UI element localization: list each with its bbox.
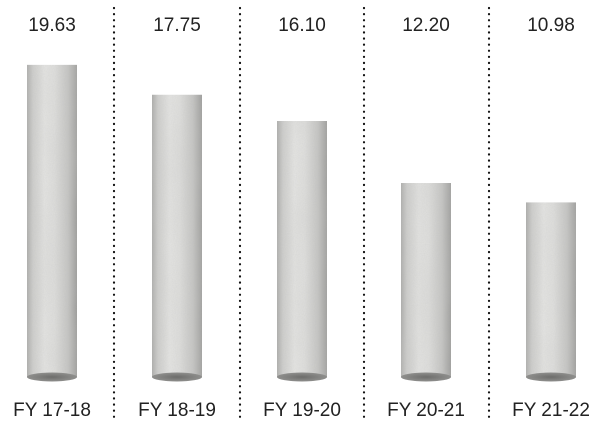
value-label: 16.10 <box>278 15 326 36</box>
category-label: FY 18-19 <box>138 400 216 421</box>
value-label: 17.75 <box>153 15 201 36</box>
category-label: FY 17-18 <box>13 400 91 421</box>
bar <box>401 183 451 382</box>
category-labels-group: FY 17-18 FY 18-19 FY 19-20 FY 20-21 FY 21-22 <box>13 400 590 421</box>
bars-group <box>27 64 576 382</box>
bar <box>152 94 202 382</box>
category-label: FY 20-21 <box>387 400 465 421</box>
bar-grain <box>27 64 77 378</box>
bar-base <box>401 372 451 382</box>
bar <box>277 121 327 382</box>
value-label: 12.20 <box>402 15 450 36</box>
bar <box>27 64 77 382</box>
bar-base <box>27 372 77 382</box>
value-label: 10.98 <box>527 15 575 36</box>
bar-grain <box>277 121 327 377</box>
bar-base <box>277 372 327 382</box>
bar <box>526 202 576 382</box>
bar-grain <box>526 202 576 377</box>
bar-base <box>526 372 576 382</box>
category-label: FY 19-20 <box>263 400 341 421</box>
bar-base <box>152 372 202 382</box>
category-label: FY 21-22 <box>512 400 590 421</box>
bar-grain <box>401 183 451 377</box>
bar-grain <box>152 94 202 378</box>
value-label: 19.63 <box>28 15 76 36</box>
value-labels-group: 19.63 17.75 16.10 12.20 10.98 <box>28 15 575 36</box>
